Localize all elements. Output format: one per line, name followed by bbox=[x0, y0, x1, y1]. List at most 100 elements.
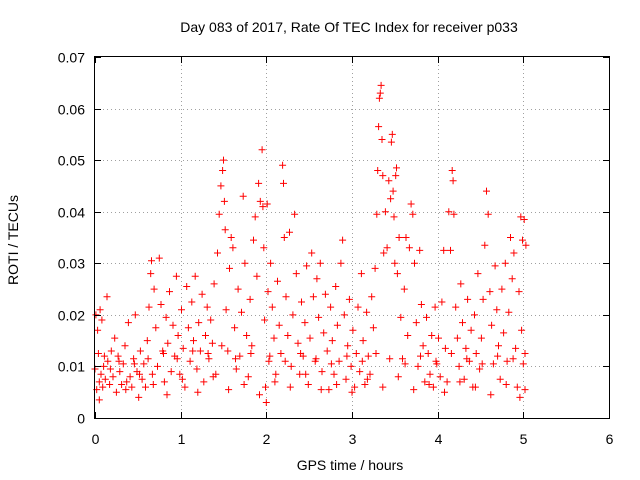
data-point bbox=[371, 264, 379, 272]
data-point bbox=[393, 164, 400, 172]
data-point bbox=[374, 167, 382, 174]
data-point bbox=[162, 313, 170, 321]
x-tick-label: 3 bbox=[349, 431, 357, 447]
data-point bbox=[179, 344, 187, 352]
data-point bbox=[226, 264, 233, 272]
chart-title: Day 083 of 2017, Rate Of TEC Index for r… bbox=[180, 19, 518, 35]
data-point bbox=[195, 319, 203, 327]
data-point bbox=[264, 288, 272, 296]
data-point bbox=[443, 378, 451, 386]
data-point bbox=[333, 381, 341, 388]
data-point bbox=[401, 360, 409, 368]
data-point bbox=[191, 272, 199, 280]
data-point bbox=[339, 236, 347, 244]
data-point bbox=[345, 295, 353, 303]
data-point bbox=[332, 283, 340, 290]
data-point bbox=[106, 365, 114, 373]
data-point bbox=[389, 187, 397, 195]
data-point bbox=[122, 386, 130, 394]
data-point bbox=[221, 226, 229, 234]
data-point bbox=[425, 381, 433, 388]
data-point bbox=[296, 370, 304, 378]
data-point bbox=[207, 316, 215, 324]
data-point bbox=[218, 342, 226, 350]
data-point bbox=[394, 373, 402, 381]
data-point bbox=[352, 350, 360, 357]
data-point bbox=[495, 342, 502, 350]
data-point bbox=[340, 311, 348, 319]
data-point bbox=[493, 306, 501, 314]
data-point bbox=[342, 375, 350, 383]
data-points bbox=[91, 81, 530, 406]
data-point bbox=[375, 94, 383, 102]
data-point bbox=[359, 337, 367, 345]
data-point bbox=[286, 383, 294, 391]
data-point bbox=[95, 396, 103, 404]
data-point bbox=[373, 210, 381, 218]
data-point bbox=[496, 375, 504, 383]
data-point bbox=[268, 303, 276, 311]
data-point bbox=[392, 172, 400, 180]
data-point bbox=[474, 270, 482, 278]
data-point bbox=[106, 381, 114, 388]
data-point bbox=[208, 339, 216, 347]
data-point bbox=[251, 213, 259, 221]
y-tick-label: 0.07 bbox=[58, 50, 85, 66]
data-point bbox=[240, 381, 248, 388]
data-point bbox=[478, 360, 486, 368]
data-point bbox=[503, 357, 511, 365]
data-point bbox=[315, 313, 323, 321]
data-point bbox=[114, 352, 122, 360]
data-point bbox=[416, 246, 424, 254]
data-point bbox=[318, 368, 326, 376]
data-point bbox=[337, 259, 345, 267]
data-point bbox=[275, 321, 283, 329]
data-point bbox=[502, 381, 510, 388]
data-point bbox=[395, 234, 403, 241]
data-point bbox=[423, 313, 430, 321]
data-point bbox=[344, 342, 352, 350]
data-point bbox=[184, 324, 192, 332]
data-point bbox=[505, 308, 513, 316]
data-point bbox=[515, 288, 523, 296]
data-point bbox=[520, 216, 528, 223]
data-point bbox=[250, 236, 257, 244]
data-point bbox=[453, 334, 461, 342]
data-point bbox=[262, 383, 269, 391]
data-point bbox=[166, 288, 173, 296]
data-point bbox=[327, 303, 335, 311]
data-point bbox=[198, 290, 206, 298]
data-point bbox=[169, 321, 177, 329]
data-point bbox=[298, 298, 305, 306]
data-point bbox=[417, 301, 425, 308]
data-point bbox=[200, 378, 208, 386]
data-point bbox=[101, 375, 109, 383]
data-point bbox=[231, 324, 239, 332]
data-point bbox=[115, 357, 123, 365]
data-point bbox=[363, 308, 371, 316]
data-point bbox=[219, 167, 227, 174]
data-point bbox=[414, 362, 422, 370]
data-point bbox=[397, 313, 405, 321]
plot-frame bbox=[94, 56, 610, 419]
data-point bbox=[103, 293, 111, 301]
data-point bbox=[477, 334, 485, 342]
data-point bbox=[266, 352, 274, 360]
data-point bbox=[312, 355, 320, 363]
data-point bbox=[294, 339, 302, 347]
y-tick-label: 0.01 bbox=[58, 359, 85, 375]
data-point bbox=[292, 270, 300, 278]
data-point bbox=[313, 275, 321, 283]
data-point bbox=[421, 378, 429, 386]
data-point bbox=[375, 123, 383, 131]
data-point bbox=[509, 355, 517, 363]
data-point bbox=[178, 375, 186, 383]
data-point bbox=[244, 373, 252, 381]
data-point bbox=[501, 259, 509, 267]
data-point bbox=[391, 259, 399, 267]
data-point bbox=[147, 270, 155, 278]
data-point bbox=[279, 161, 287, 169]
data-point bbox=[369, 324, 377, 332]
data-point bbox=[220, 197, 228, 205]
data-point bbox=[464, 295, 472, 303]
